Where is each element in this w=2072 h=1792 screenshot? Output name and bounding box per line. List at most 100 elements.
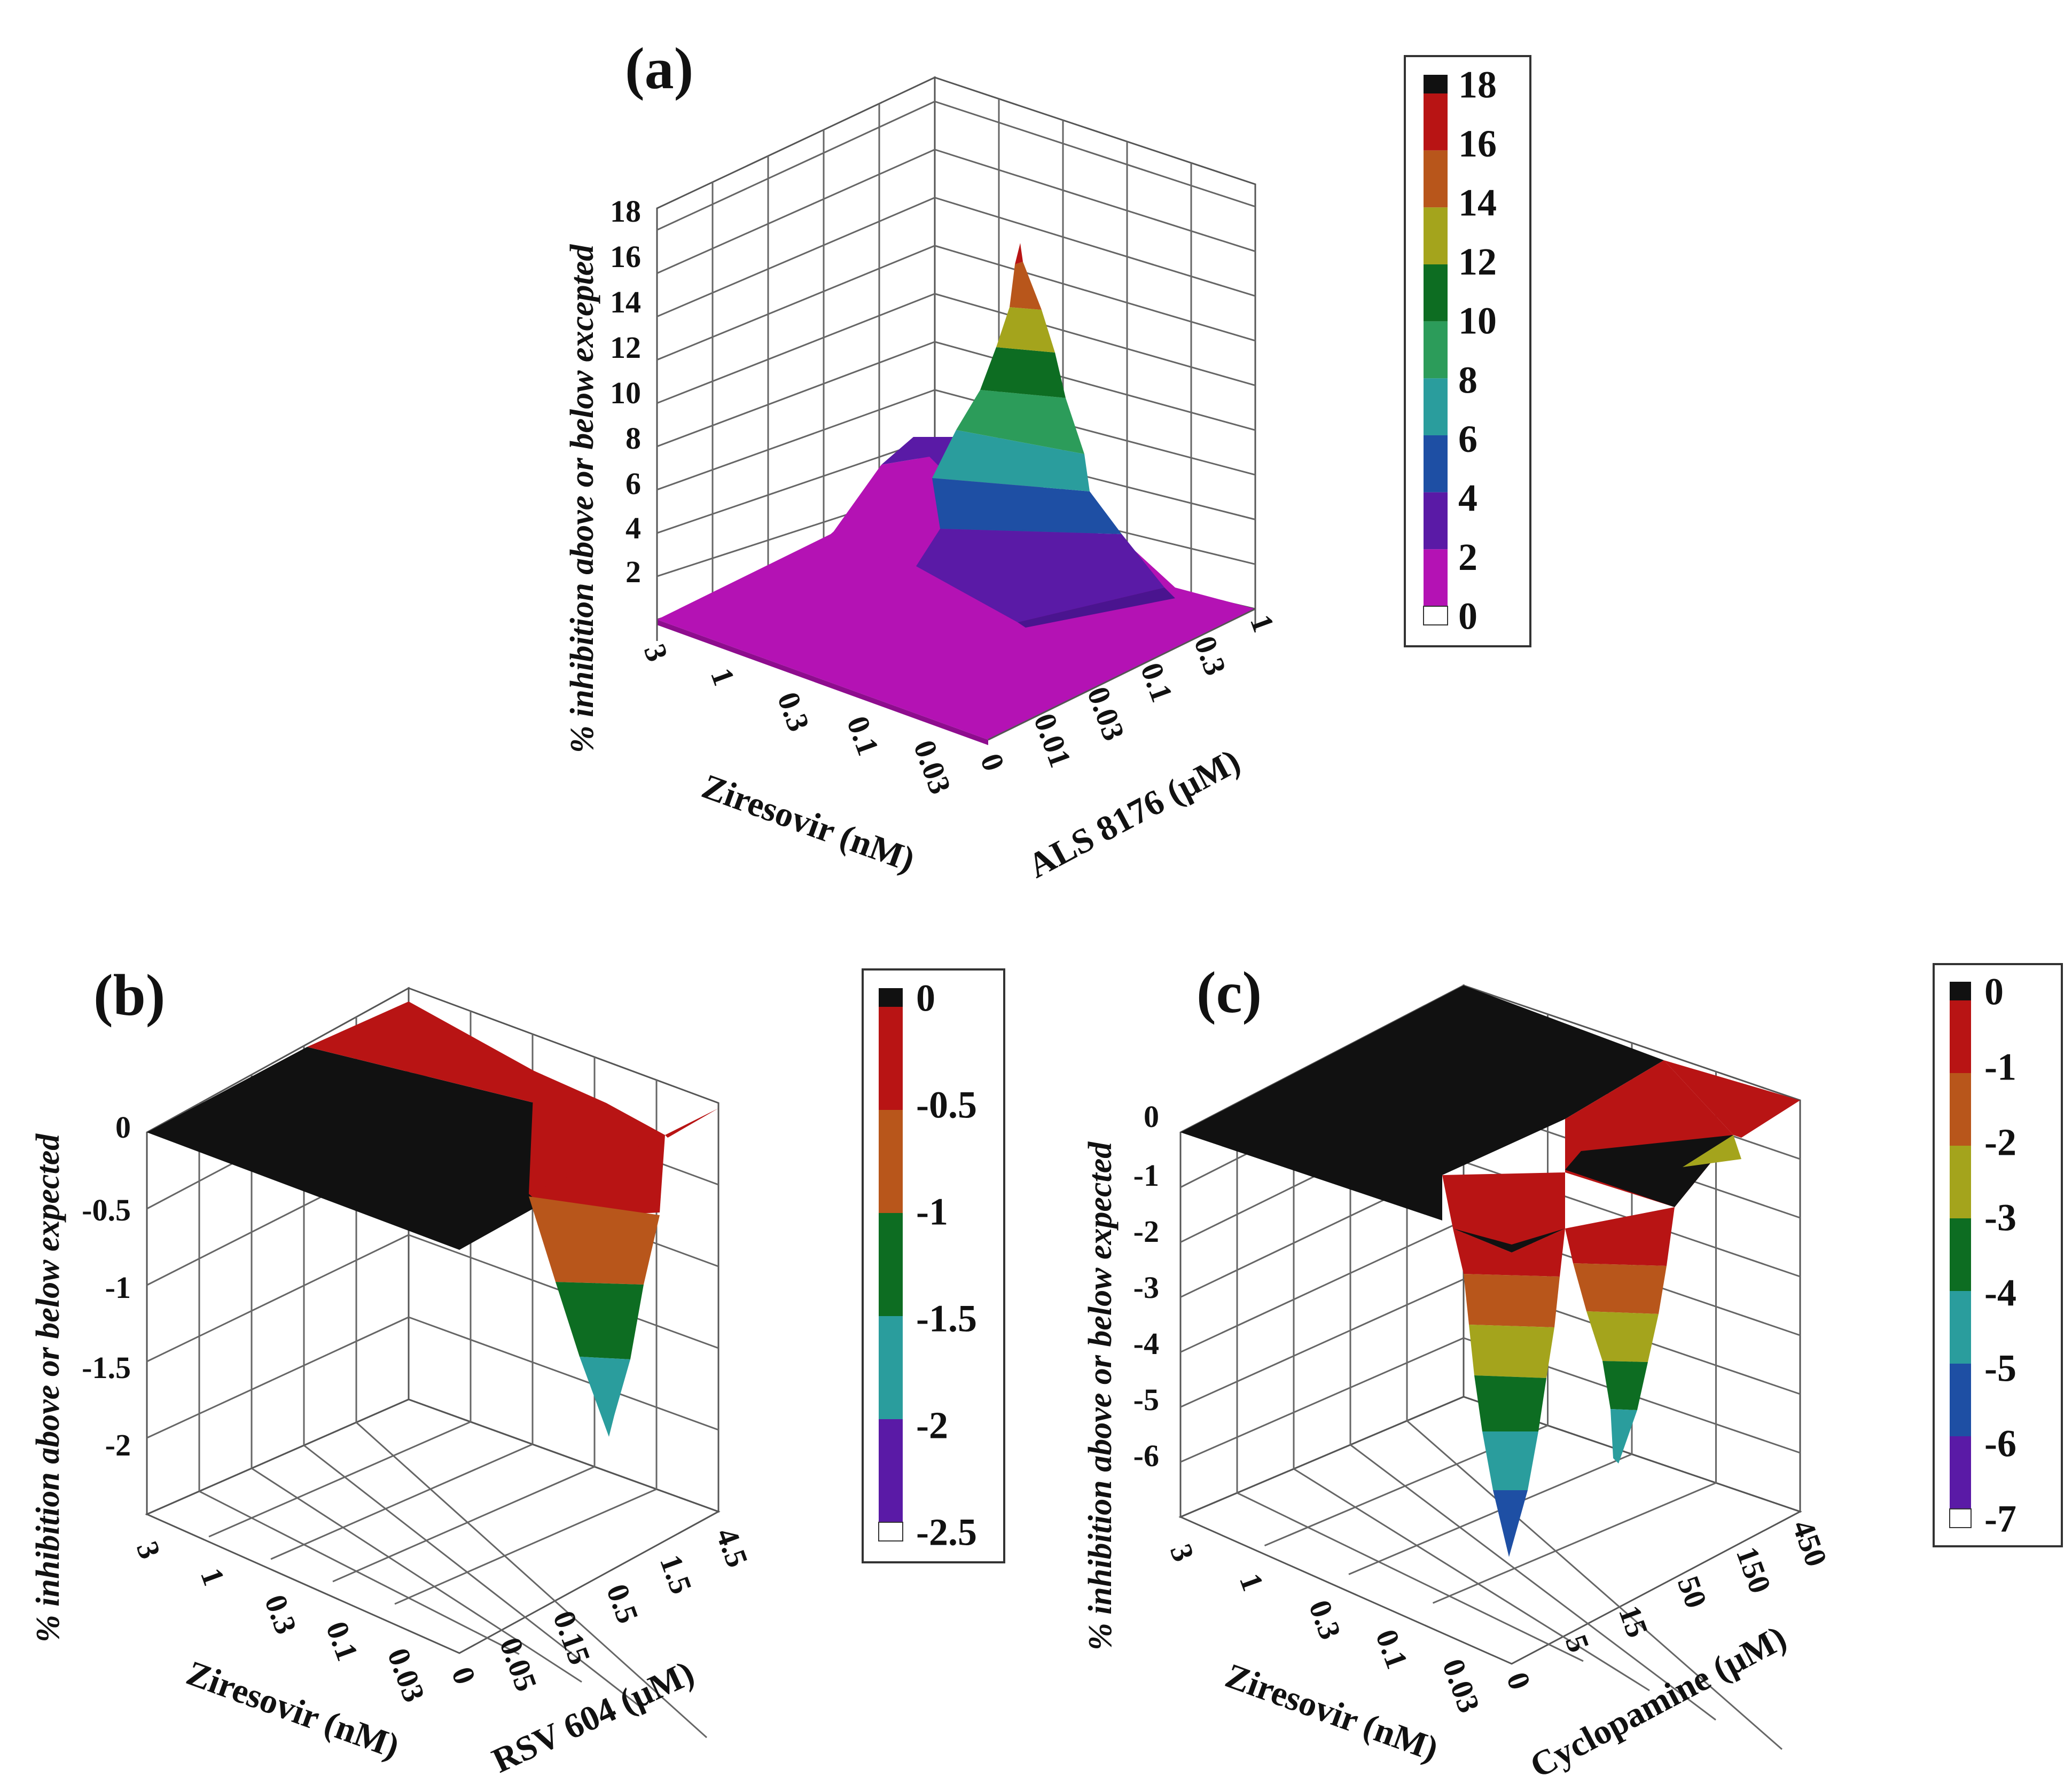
colorbar-swatch <box>1424 378 1448 435</box>
panel-c-left-band-4-5 <box>1482 1431 1538 1490</box>
colorbar-tick-label: -4 <box>1984 1272 2016 1314</box>
colorbar-tick-label: 2 <box>1458 536 1477 578</box>
panel-c-y-tick: 150 <box>1730 1542 1778 1598</box>
panel-a-grid-line <box>934 341 1256 431</box>
colorbar-tick-label: -3 <box>1984 1196 2016 1239</box>
grid-line <box>208 1421 471 1538</box>
panel-c-x-ticks: 3 1 0.3 0.1 0.03 0 <box>1163 1539 1538 1717</box>
panel-b-x-tick: 1 <box>194 1563 232 1590</box>
panel-a-band-12-14 <box>996 307 1055 353</box>
grid-line <box>332 1466 595 1583</box>
panel-b-x-tick: 0.3 <box>258 1590 304 1638</box>
panel-a-band-4-6 <box>932 478 1122 534</box>
panel-a-z-tick: 18 <box>610 194 641 229</box>
panel-c-right-band-3-4 <box>1602 1361 1648 1410</box>
panel-c-left-band-5-6 <box>1493 1490 1528 1557</box>
panel-c-x-tick: 0 <box>1500 1668 1538 1694</box>
colorbar-swatch <box>879 1110 903 1213</box>
colorbar-swatch <box>879 988 903 1007</box>
panel-a-y-tick: 1 <box>1244 610 1281 636</box>
grid-line <box>1350 1444 1716 1721</box>
colorbar-tick-label: 6 <box>1458 418 1477 460</box>
panel-a-secondary-hump <box>828 457 951 566</box>
grid-line <box>1180 1219 1464 1353</box>
grid-line <box>1406 1420 1782 1750</box>
panel-b-x-axis-label: Ziresovir (nM) <box>182 1653 404 1766</box>
panel-a-x-tick: 0.1 <box>840 711 886 760</box>
colorbar-tick-label: 14 <box>1458 182 1497 224</box>
panel-a-colorbar: 18 16 14 12 10 8 6 4 2 0 <box>1404 55 1531 647</box>
panel-a-z-tick: 14 <box>610 285 641 319</box>
panel-c-right-band-4-5 <box>1610 1409 1637 1464</box>
colorbar-swatch <box>1950 1073 1971 1146</box>
panel-a-band-10-12 <box>980 347 1066 398</box>
colorbar-tick-label: -7 <box>1984 1498 2016 1540</box>
panel-a-front-axes <box>656 608 1256 741</box>
panel-a-grid-line <box>934 148 1256 252</box>
panel-c-label: (c) <box>1197 960 1262 1025</box>
panel-b: (b) 0 -0.5 -1 -1.5 -2 3 1 0.3 <box>30 962 1005 1781</box>
panel-a-z-tick: 4 <box>625 511 641 545</box>
grid-line <box>1293 1468 1650 1692</box>
colorbar-tick-label: 8 <box>1458 358 1477 401</box>
panel-c-y-tick: 5 <box>1559 1630 1597 1656</box>
grid-line <box>251 1467 582 1683</box>
panel-a-grid-line <box>934 100 1256 208</box>
panel-a-x-tick: 0.03 <box>907 735 958 799</box>
panel-b-z-tick: -2 <box>105 1428 131 1462</box>
panel-c-z-tick: -2 <box>1133 1214 1159 1249</box>
panel-a-grid-line <box>656 197 935 318</box>
panel-a-surface <box>657 243 1255 745</box>
panel-a: (a) <box>564 36 1531 886</box>
panel-b-band-1-1.5 <box>556 1282 644 1359</box>
colorbar-swatch <box>1950 1000 1971 1073</box>
colorbar-tick-label: 0 <box>916 977 935 1020</box>
panel-c-x-tick: 0.03 <box>1436 1654 1487 1717</box>
grid-line <box>355 1421 708 1739</box>
grid-line <box>270 1443 533 1560</box>
panel-c-z-tick: -4 <box>1133 1326 1159 1361</box>
panel-c-y-tick: 450 <box>1786 1515 1834 1571</box>
grid-line <box>1432 1482 1717 1604</box>
panel-c-z-tick: -3 <box>1133 1270 1159 1305</box>
panel-c-right-band-1-2 <box>1573 1263 1667 1314</box>
panel-b-x-tick: 3 <box>130 1537 168 1563</box>
panel-a-grid-line <box>656 437 935 534</box>
colorbar-swatch <box>1424 549 1448 606</box>
colorbar-tick-label: 12 <box>1458 240 1497 283</box>
panel-a-x-tick: 3 <box>637 639 675 666</box>
panel-b-band-0-0.5 <box>529 1135 665 1218</box>
panel-a-grid-line <box>656 148 935 274</box>
panel-a-band-2-4 <box>916 529 1164 622</box>
colorbar-swatch <box>879 1419 903 1522</box>
colorbar-swatch <box>879 1213 903 1316</box>
panel-b-z-tick: -1 <box>105 1270 131 1305</box>
panel-a-band-16-18 <box>1015 243 1023 264</box>
colorbar-swatch <box>1424 75 1448 93</box>
colorbar-swatch <box>1950 1364 1971 1436</box>
grid-line <box>1180 1278 1464 1408</box>
colorbar-tick-label: -1.5 <box>916 1297 977 1340</box>
grid-line <box>303 1444 645 1711</box>
colorbar-tick-label: -1 <box>1984 1046 2016 1089</box>
panel-a-x-tick: 0 <box>974 749 1012 775</box>
colorbar-tick-label: -6 <box>1984 1422 2016 1465</box>
panel-c-z-tick: -1 <box>1133 1158 1159 1193</box>
colorbar-swatch <box>878 1522 903 1541</box>
panel-a-grid-line <box>656 389 935 491</box>
colorbar-tick-label: 0 <box>1458 595 1477 638</box>
colorbar-swatch <box>1950 1436 1971 1509</box>
panel-c-y-ticks: 5 15 50 150 450 <box>1559 1515 1834 1656</box>
panel-a-z-tick: 2 <box>625 554 641 589</box>
colorbar-tick-label: 4 <box>1458 476 1477 519</box>
panel-a-grid-line <box>656 100 935 231</box>
colorbar-swatch <box>1949 1508 1972 1528</box>
panel-b-z-tick: -0.5 <box>82 1193 131 1227</box>
panel-b-colorbar: 0 -0.5 -1 -1.5 -2 -2.5 <box>862 968 1005 1563</box>
panel-a-grid-line <box>934 293 1256 387</box>
panel-a-z-tick: 16 <box>610 239 641 274</box>
panel-a-z-tick: 8 <box>625 421 641 456</box>
colorbar-tick-label: -0.5 <box>916 1084 977 1126</box>
panel-a-band-8-10 <box>956 390 1084 454</box>
